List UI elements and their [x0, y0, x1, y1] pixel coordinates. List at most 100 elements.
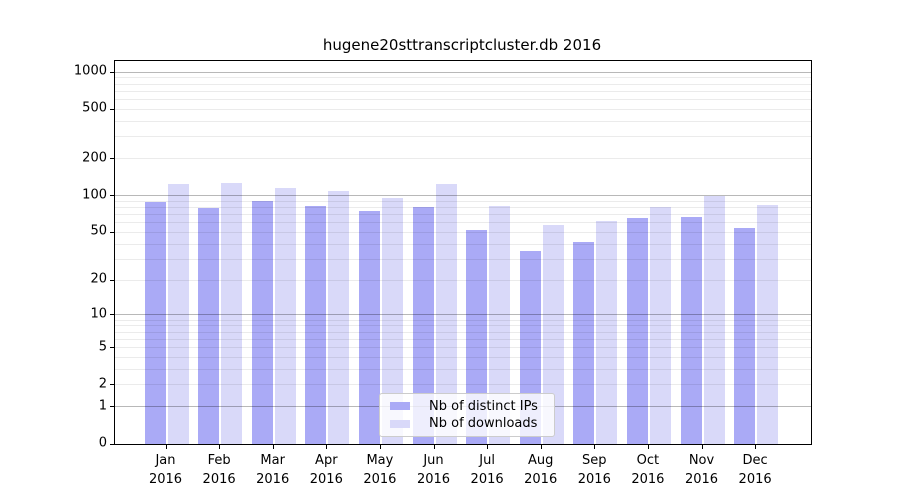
x-tick-label: Nov 2016: [675, 451, 729, 489]
x-tick-month: Jul: [479, 453, 495, 468]
bar-downloads: [328, 190, 350, 444]
x-tick: [647, 445, 649, 449]
x-tick-month: Mar: [260, 453, 285, 468]
x-tick-label: Apr 2016: [299, 451, 353, 489]
legend-label-distinct-ips: Nb of distinct IPs: [429, 398, 538, 414]
y-tick-label: 1: [98, 398, 107, 414]
y-tick-label: 50: [90, 223, 107, 239]
gridline-minor: [115, 99, 811, 101]
x-tick-month: May: [366, 453, 394, 468]
x-tick-year: 2016: [148, 472, 183, 487]
x-tick: [219, 445, 221, 449]
bar-downloads: [596, 221, 618, 444]
bar-distinct-ips: [626, 217, 648, 444]
x-tick-label: Jan 2016: [139, 451, 193, 489]
x-tick: [272, 445, 274, 449]
x-tick-year: 2016: [416, 472, 451, 487]
x-tick-year: 2016: [256, 472, 290, 487]
gridline-minor: [115, 77, 811, 79]
x-tick-month: Feb: [207, 453, 231, 468]
x-tick-year: 2016: [309, 472, 343, 487]
x-tick-label: Mar 2016: [246, 451, 300, 489]
x-tick-month: Dec: [742, 453, 768, 468]
gridline-minor: [115, 158, 811, 160]
bar-downloads: [649, 207, 671, 444]
x-tick-year: 2016: [202, 472, 236, 487]
x-tick-month: Apr: [315, 453, 338, 468]
bar-downloads: [489, 206, 511, 444]
x-tick-label: Jul 2016: [460, 451, 514, 489]
x-tick-month: Oct: [636, 453, 660, 468]
plot-area: Nb of distinct IPs Nb of downloads: [110, 60, 812, 445]
bar-distinct-ips: [466, 230, 488, 444]
legend-item-distinct-ips: Nb of distinct IPs: [386, 399, 548, 414]
x-tick-month: Jun: [423, 453, 444, 468]
x-tick-label: Aug 2016: [514, 451, 568, 489]
x-tick: [379, 445, 381, 449]
legend-label-downloads: Nb of downloads: [429, 416, 538, 432]
y-tick-label: 500: [82, 100, 107, 116]
gridline-major: [115, 71, 811, 73]
bar-distinct-ips: [680, 216, 702, 444]
y-tick: [110, 314, 114, 316]
bar-downloads: [167, 183, 189, 444]
legend-swatch-distinct-ips: [390, 402, 410, 411]
y-tick: [110, 231, 114, 233]
x-tick-month: Jan: [155, 453, 176, 468]
x-tick-year: 2016: [524, 472, 558, 487]
bar-distinct-ips: [305, 206, 327, 444]
gridline-minor: [115, 108, 811, 110]
x-tick-year: 2016: [470, 472, 504, 487]
x-tick-label: May 2016: [353, 451, 407, 489]
x-tick: [701, 445, 703, 449]
x-tick: [755, 445, 757, 449]
y-tick-label: 100: [82, 187, 107, 203]
y-tick: [110, 406, 114, 408]
y-tick-label: 2: [98, 376, 107, 392]
y-tick: [110, 71, 114, 73]
bar-distinct-ips: [573, 241, 595, 444]
x-tick: [326, 445, 328, 449]
chart-title: hugene20sttranscriptcluster.db 2016: [322, 36, 602, 54]
x-tick-label: Jun 2016: [407, 451, 461, 489]
x-tick: [487, 445, 489, 449]
bar-downloads: [221, 182, 243, 444]
x-tick-month: Sep: [582, 453, 607, 468]
bar-distinct-ips: [358, 210, 380, 444]
gridline-minor: [115, 120, 811, 122]
bar-distinct-ips: [251, 201, 273, 444]
y-tick-label: 10: [90, 306, 107, 322]
x-tick: [540, 445, 542, 449]
x-tick-year: 2016: [684, 472, 719, 487]
bar-downloads: [381, 198, 403, 444]
bar-downloads: [435, 183, 457, 444]
y-tick: [110, 347, 114, 349]
legend-item-downloads: Nb of downloads: [386, 416, 548, 431]
x-tick: [165, 445, 167, 449]
x-tick-year: 2016: [577, 472, 611, 487]
y-tick-label: 0: [98, 435, 107, 451]
x-tick: [594, 445, 596, 449]
y-tick-label: 20: [90, 271, 107, 287]
bar-downloads: [274, 188, 296, 444]
y-tick: [110, 195, 114, 197]
x-tick: [433, 445, 435, 449]
bar-distinct-ips: [144, 202, 166, 444]
y-tick: [110, 158, 114, 160]
bar-downloads: [542, 225, 564, 444]
x-tick-month: Nov: [688, 453, 715, 468]
x-tick-label: Oct 2016: [621, 451, 675, 489]
x-tick-label: Feb 2016: [192, 451, 246, 489]
x-tick-label: Sep 2016: [567, 451, 621, 489]
y-tick-label: 200: [82, 150, 107, 166]
y-tick: [110, 443, 114, 445]
y-tick-label: 1000: [73, 63, 107, 79]
x-tick-label: Dec 2016: [728, 451, 782, 489]
bar-downloads: [757, 204, 779, 444]
x-tick-year: 2016: [738, 472, 772, 487]
y-tick: [110, 279, 114, 281]
y-tick-label: 5: [98, 339, 107, 355]
gridline-minor: [115, 136, 811, 138]
gridline-minor: [115, 90, 811, 92]
